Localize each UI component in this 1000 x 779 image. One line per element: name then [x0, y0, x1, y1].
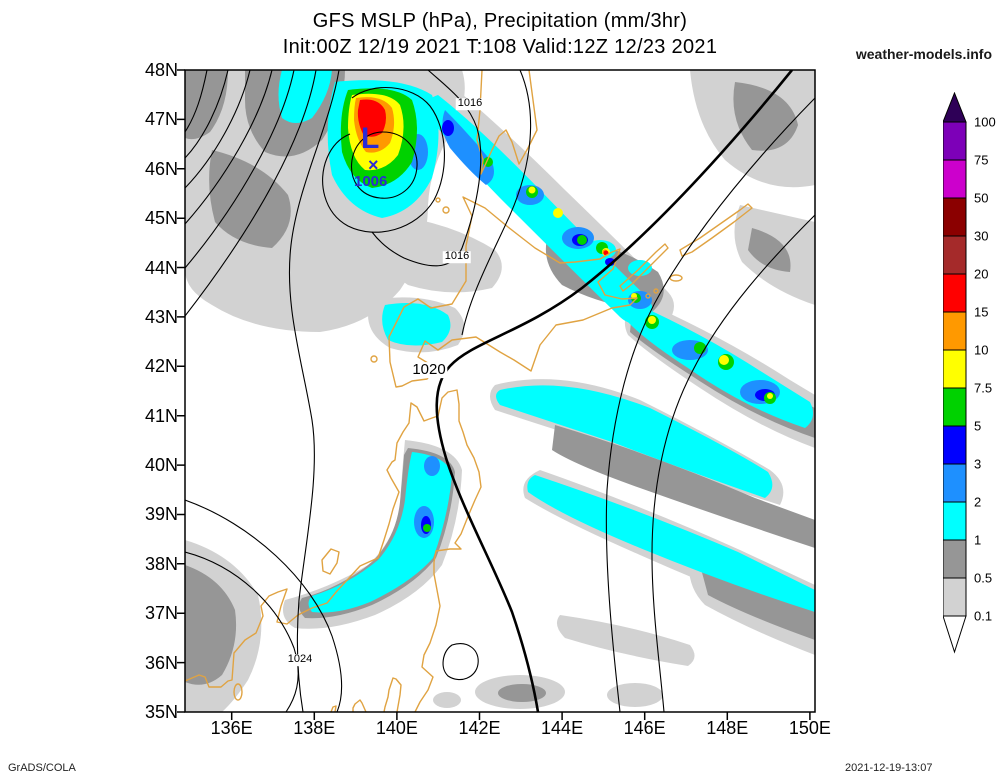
- legend-swatch: [943, 311, 967, 351]
- low-pressure-symbol: L: [361, 122, 380, 155]
- footer-credit: GrADS/COLA: [8, 762, 76, 774]
- chart-subtitle: Init:00Z 12/19 2021 T:108 Valid:12Z 12/2…: [282, 36, 718, 58]
- coastline-layer: [185, 70, 753, 712]
- legend-value: 2: [974, 495, 981, 510]
- legend-value: 20: [974, 267, 988, 282]
- legend-value: 0.5: [974, 571, 992, 586]
- lat-axis-ticks: [177, 69, 185, 713]
- legend-swatch: [943, 197, 967, 237]
- legend-value: 3: [974, 457, 981, 472]
- legend-value: 50: [974, 191, 988, 206]
- legend-swatch: [943, 273, 967, 313]
- title-block: GFS MSLP (hPa), Precipitation (mm/3hr) I…: [0, 8, 1000, 60]
- legend-swatch: [943, 501, 967, 541]
- precip-legend: 100 75 50 30 20 15 10 7.5 5 3 2 1 0.5 0.1: [943, 92, 996, 654]
- legend-swatch: [943, 159, 967, 199]
- legend-value: 100: [974, 115, 996, 130]
- legend-swatch: [943, 463, 967, 503]
- isobar-contour-layer: [185, 70, 815, 712]
- legend-value: 1: [974, 533, 981, 548]
- legend-value: 0.1: [974, 609, 992, 624]
- legend-swatch: [943, 615, 967, 654]
- legend-value: 75: [974, 153, 988, 168]
- legend-swatch: [943, 577, 967, 617]
- legend-swatch: [943, 425, 967, 465]
- low-pressure-value: 1006: [354, 173, 388, 190]
- legend-swatch: [943, 121, 967, 161]
- lon-axis-ticks: [230, 712, 811, 720]
- legend-value: 10: [974, 343, 988, 358]
- legend-swatch: [943, 349, 967, 389]
- legend-value: 15: [974, 305, 988, 320]
- legend-value: 7.5: [974, 381, 992, 396]
- footer-timestamp: 2021-12-19-13:07: [845, 762, 933, 774]
- legend-swatch: [943, 235, 967, 275]
- chart-title: GFS MSLP (hPa), Precipitation (mm/3hr): [312, 10, 688, 32]
- watermark: weather-models.info: [855, 46, 992, 62]
- legend-swatch: [943, 539, 967, 579]
- plot-border: [184, 69, 816, 713]
- legend-swatch: [943, 387, 967, 427]
- low-pressure-cross-icon: ×: [368, 155, 379, 175]
- legend-value: 5: [974, 419, 981, 434]
- legend-swatch: [943, 92, 967, 123]
- legend-value: 30: [974, 229, 988, 244]
